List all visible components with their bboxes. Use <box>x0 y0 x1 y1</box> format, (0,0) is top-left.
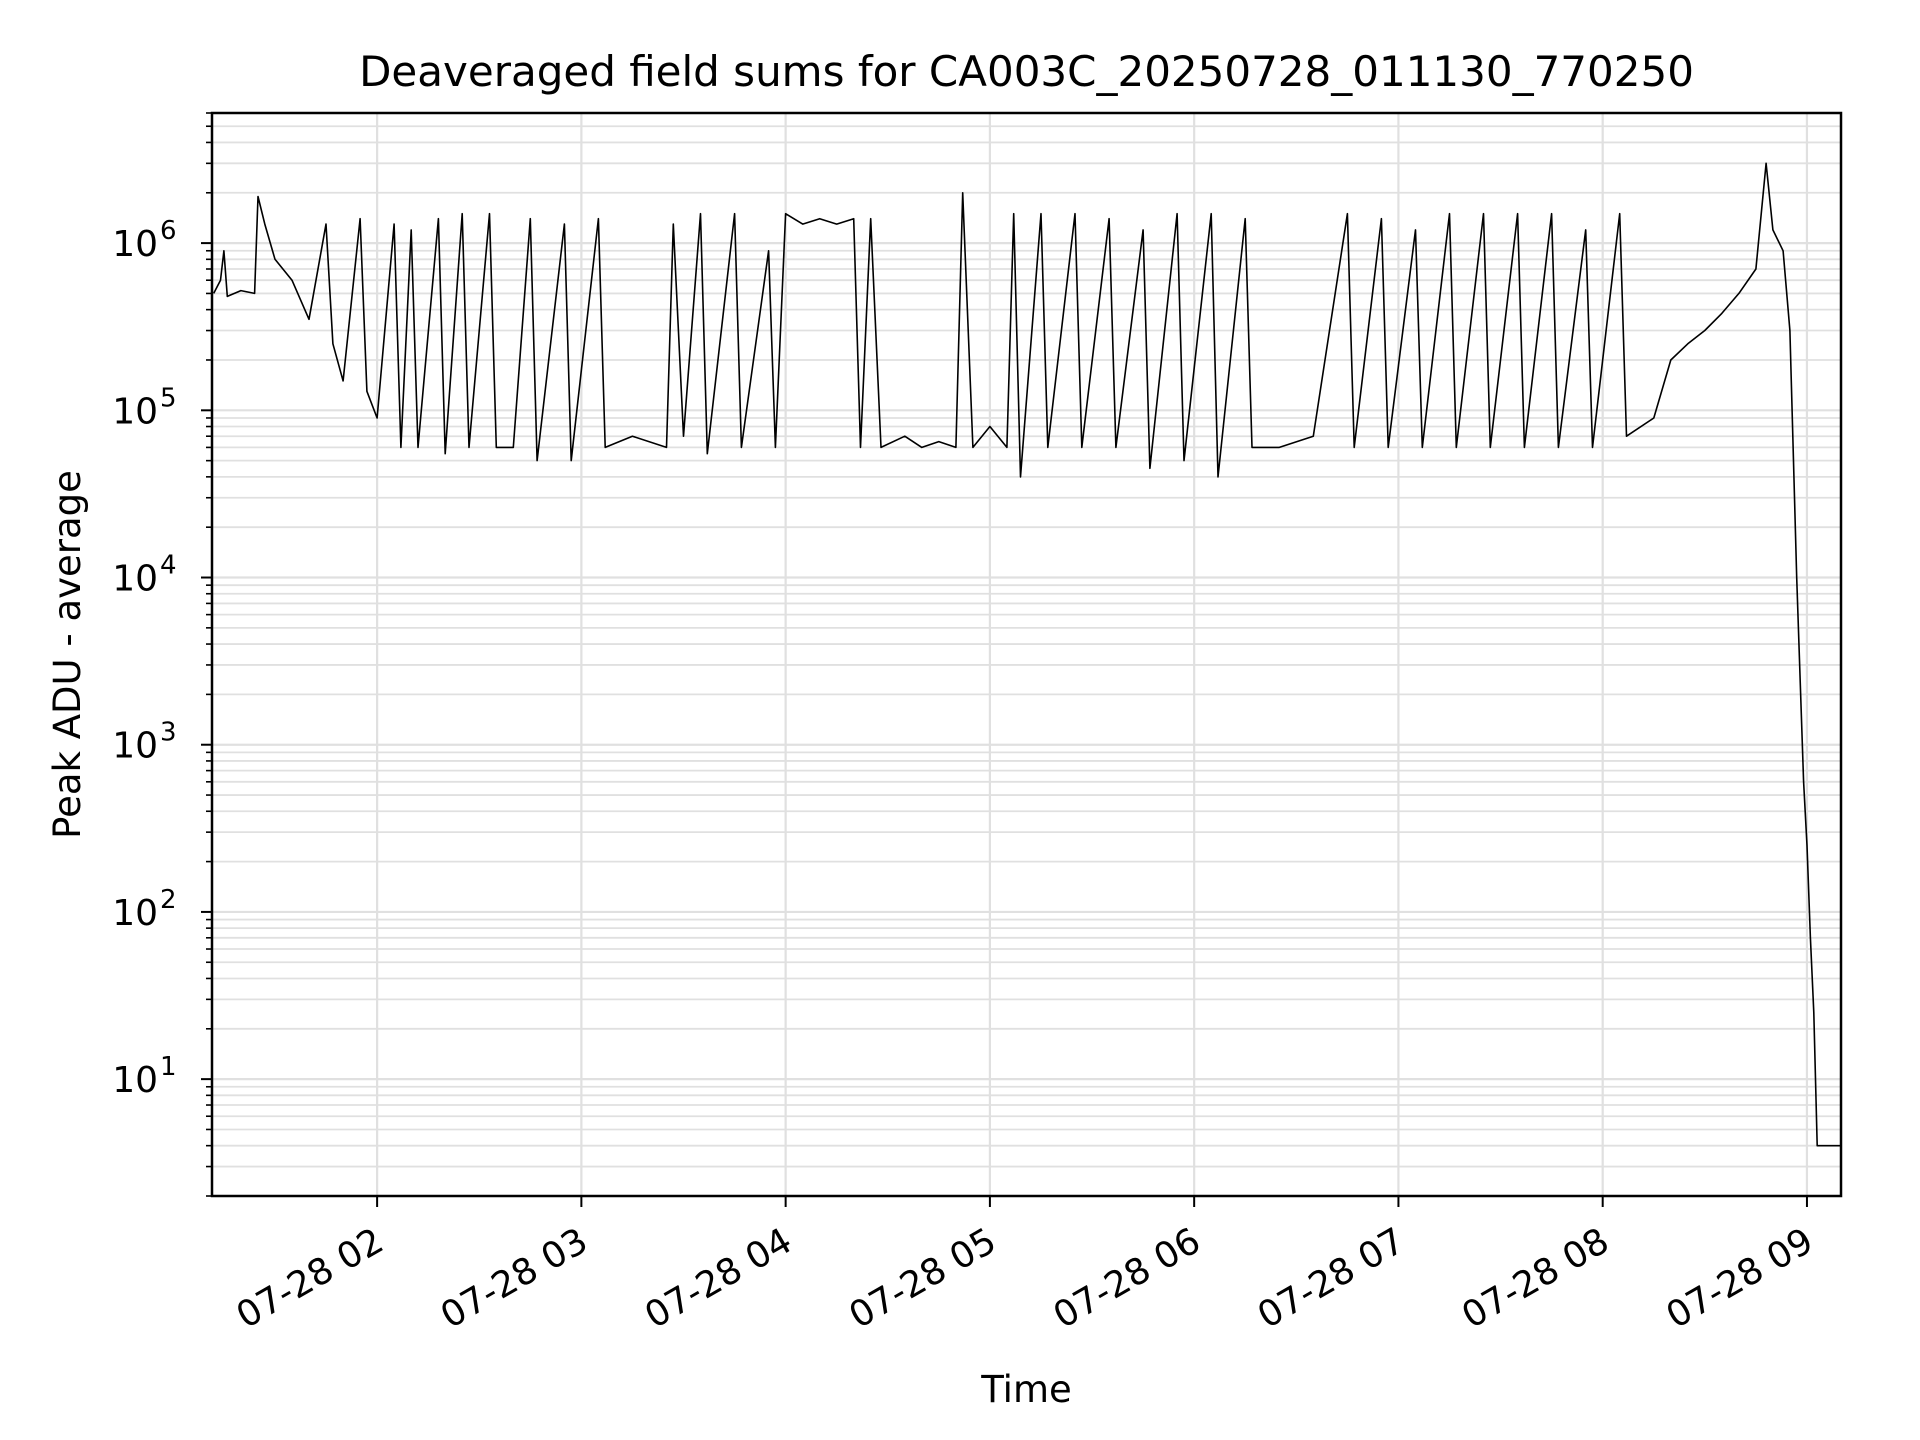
y-tick-label: 10 <box>112 559 158 600</box>
chart-title: Deaveraged field sums for CA003C_2025072… <box>359 47 1694 96</box>
y-tick-label-exponent: 5 <box>160 383 177 413</box>
y-tick-label: 10 <box>112 726 158 767</box>
y-tick-label-exponent: 4 <box>160 551 177 581</box>
gridlines <box>212 112 1841 1197</box>
y-tick-label-exponent: 2 <box>160 885 177 915</box>
y-tick-label-exponent: 3 <box>160 718 177 748</box>
y-tick-label-exponent: 6 <box>160 216 177 246</box>
y-tick-label-exponent: 1 <box>160 1052 177 1082</box>
x-axis-label: Time <box>980 1368 1072 1411</box>
data-line <box>212 162 1841 1147</box>
y-tick-label: 10 <box>112 391 158 432</box>
data-line-group <box>212 162 1841 1147</box>
y-tick-label: 10 <box>112 224 158 265</box>
y-axis-label: Peak ADU - average <box>46 470 89 839</box>
y-tick-label: 10 <box>112 1060 158 1101</box>
plot-frame <box>210 111 1843 1198</box>
y-tick-label: 10 <box>112 893 158 934</box>
